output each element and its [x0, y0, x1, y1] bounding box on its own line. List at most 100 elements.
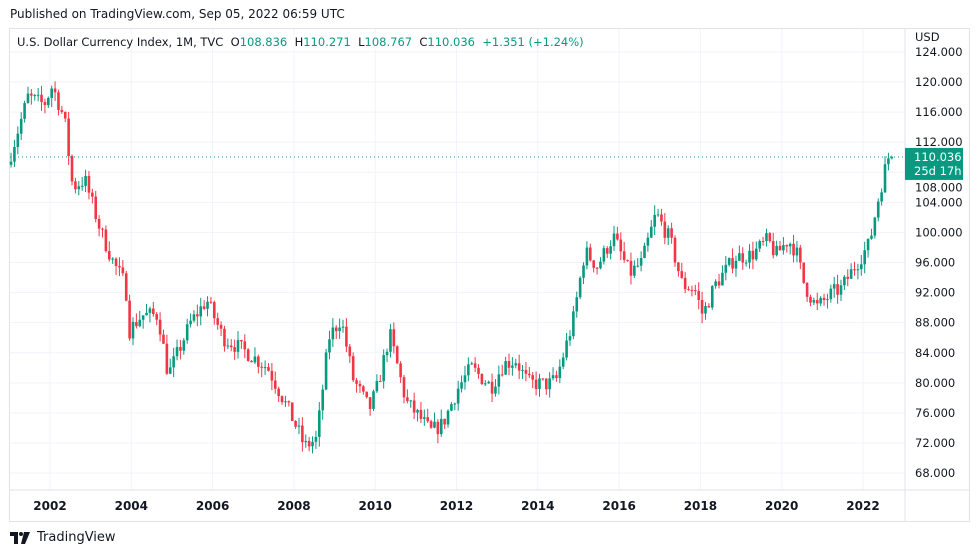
- candle-body: [80, 185, 84, 187]
- candle-body: [548, 378, 551, 390]
- candle-body: [609, 246, 612, 254]
- candle-body: [26, 93, 30, 104]
- x-tick-label: 2022: [846, 499, 879, 513]
- candle-body: [128, 300, 131, 339]
- candle-body: [687, 289, 690, 291]
- candle-body: [202, 306, 206, 309]
- candle-body: [382, 355, 385, 382]
- candle-body: [717, 281, 721, 286]
- candle-body: [301, 425, 304, 443]
- candle-body: [419, 409, 423, 419]
- time-axis: 2002 2004 2006 2008 2010 2012 2014 2016 2018 2020…: [10, 489, 970, 513]
- candle-body: [534, 379, 538, 390]
- candle-body: [118, 265, 121, 268]
- x-tick-label: 2018: [684, 499, 717, 513]
- candle-body: [423, 417, 426, 419]
- candle-body: [273, 380, 277, 389]
- candle-body: [433, 421, 436, 428]
- candle-body: [446, 410, 450, 425]
- candle-body: [36, 94, 40, 96]
- candle-body: [87, 175, 91, 193]
- candle-body: [568, 336, 572, 341]
- tradingview-logo[interactable]: TradingView: [10, 530, 116, 545]
- candle-body: [406, 397, 409, 402]
- candle-body: [572, 311, 575, 337]
- candle-body: [575, 297, 579, 312]
- candle-body: [121, 267, 125, 274]
- candle-body: [626, 259, 629, 261]
- candle-body: [385, 351, 389, 356]
- candle-body: [612, 233, 616, 247]
- candles: [9, 81, 894, 454]
- candle-body: [426, 417, 430, 422]
- candle-body: [758, 241, 761, 249]
- candle-body: [761, 241, 765, 243]
- y-tick-label: 112.000: [915, 135, 963, 149]
- candle-body: [528, 373, 531, 376]
- candle-body: [694, 290, 697, 292]
- y-tick-label: 100.000: [915, 225, 963, 239]
- candle-body: [362, 386, 365, 392]
- countdown-label: 25d 17h: [914, 164, 962, 178]
- candle-body: [209, 301, 213, 303]
- candle-body: [754, 248, 758, 260]
- candle-body: [375, 381, 379, 392]
- y-tick-label: 88.000: [915, 316, 955, 330]
- candle-body: [348, 346, 352, 357]
- candle-body: [809, 296, 812, 303]
- candle-body: [792, 243, 795, 256]
- high-value: 110.271: [303, 35, 351, 49]
- candle-body: [514, 363, 518, 366]
- candle-body: [853, 269, 856, 271]
- candle-body: [477, 367, 480, 374]
- candle-body: [555, 375, 558, 379]
- x-tick-label: 2012: [440, 499, 473, 513]
- last-price-label: 110.036: [914, 150, 962, 164]
- candle-body: [412, 400, 416, 413]
- chart-frame: [9, 28, 970, 522]
- candle-body: [30, 93, 33, 96]
- candle-body: [558, 366, 562, 379]
- candle-body: [399, 363, 402, 378]
- candle-body: [633, 265, 636, 276]
- candle-body: [660, 214, 663, 222]
- candle-body: [782, 245, 785, 251]
- low-label: L: [358, 35, 365, 49]
- candle-body: [511, 365, 514, 368]
- candle-body: [643, 245, 646, 258]
- candle-body: [768, 233, 772, 242]
- candle-body: [179, 347, 182, 351]
- x-tick-label: 2002: [33, 499, 66, 513]
- candle-body: [294, 421, 297, 427]
- candle-body: [619, 239, 623, 252]
- candle-body: [101, 228, 104, 230]
- candle-body: [60, 109, 64, 112]
- candle-body: [629, 260, 633, 276]
- candle-body: [395, 346, 399, 364]
- candle-body: [199, 306, 203, 317]
- candle-body: [53, 88, 57, 93]
- candle-body: [544, 378, 548, 390]
- candle-body: [622, 251, 626, 260]
- candle-body: [863, 250, 866, 265]
- candle-body: [795, 247, 799, 256]
- candle-body: [883, 164, 887, 193]
- symbol-name[interactable]: U.S. Dollar Currency Index, 1M, TVC: [17, 35, 224, 49]
- candle-body: [680, 271, 684, 278]
- candle-body: [826, 299, 829, 301]
- candle-body: [870, 235, 873, 239]
- candle-body: [267, 367, 270, 371]
- candle-body: [467, 364, 470, 376]
- candle-body: [460, 382, 463, 389]
- candle-body: [531, 375, 535, 380]
- candle-body: [887, 158, 890, 165]
- close-value: 110.036: [427, 35, 475, 49]
- candle-body: [287, 401, 291, 403]
- candle-body: [592, 260, 595, 268]
- candle-body: [483, 383, 487, 385]
- candle-body: [765, 233, 768, 242]
- x-tick-label: 2016: [602, 499, 635, 513]
- candle-body: [443, 418, 446, 425]
- candle-body: [819, 297, 822, 304]
